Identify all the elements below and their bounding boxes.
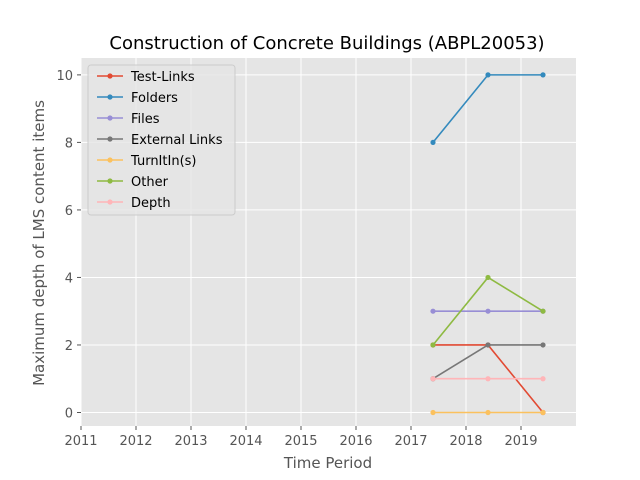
legend-label: TurnItIn(s) (130, 154, 196, 169)
legend-label: External Links (131, 133, 223, 148)
legend-marker (107, 115, 113, 121)
legend-label: Folders (131, 91, 178, 106)
data-point-folders (540, 72, 546, 78)
x-axis-label: Time Period (283, 454, 372, 472)
x-tick-label: 2013 (174, 434, 207, 449)
x-tick-label: 2018 (449, 434, 482, 449)
data-point-turnitin-s (485, 409, 491, 416)
data-point-other (485, 274, 491, 281)
data-point-other (540, 308, 546, 314)
data-point-external-links (540, 342, 546, 348)
data-point-depth (485, 376, 491, 382)
data-point-external-links (485, 342, 491, 348)
legend-marker (107, 94, 113, 100)
series-other (430, 274, 546, 348)
y-tick-label: 0 (65, 406, 73, 421)
series-depth (430, 376, 546, 382)
legend-label: Depth (131, 196, 171, 211)
data-point-files (430, 308, 436, 314)
series-folders (430, 72, 546, 146)
y-axis-label: Maximum depth of LMS content items (30, 100, 48, 386)
x-tick-label: 2019 (504, 434, 537, 449)
data-point-depth (540, 376, 546, 382)
legend-marker (107, 178, 113, 184)
x-tick-label: 2012 (119, 434, 152, 449)
legend-marker (107, 157, 113, 163)
x-tick-label: 2014 (229, 434, 262, 449)
y-tick-label: 2 (65, 339, 73, 354)
y-tick-label: 10 (56, 69, 73, 84)
data-point-folders (430, 139, 436, 146)
y-tick-label: 8 (65, 136, 73, 151)
x-tick-label: 2016 (339, 434, 372, 449)
x-tick-label: 2015 (284, 434, 317, 449)
data-point-other (430, 342, 436, 348)
legend-marker (107, 136, 113, 142)
data-point-turnitin-s (540, 409, 546, 416)
y-tick-label: 4 (65, 271, 73, 286)
data-point-depth (430, 376, 436, 382)
series-turnitin-s (430, 409, 546, 416)
legend-marker (107, 73, 113, 79)
y-axis-ticks: 0 2 4 6 8 10 (56, 69, 81, 421)
data-point-turnitin-s (430, 409, 436, 416)
legend-label: Test-Links (130, 70, 195, 85)
data-point-folders (485, 72, 491, 78)
x-axis-ticks: 2011 2012 2013 2014 2015 2016 2017 2018 2019 (64, 426, 538, 449)
x-tick-label: 2011 (64, 434, 97, 449)
data-point-files (485, 308, 491, 314)
legend-box (87, 64, 236, 216)
legend-marker (107, 199, 113, 205)
legend-label: Files (131, 112, 160, 127)
series-group (430, 72, 546, 416)
chart-title: Construction of Concrete Buildings (ABPL… (109, 33, 544, 54)
y-tick-label: 6 (65, 204, 73, 219)
x-tick-label: 2017 (394, 434, 427, 449)
legend: Test-Links Folders Files External Links Turn… (87, 64, 236, 216)
legend-label: Other (131, 175, 169, 190)
